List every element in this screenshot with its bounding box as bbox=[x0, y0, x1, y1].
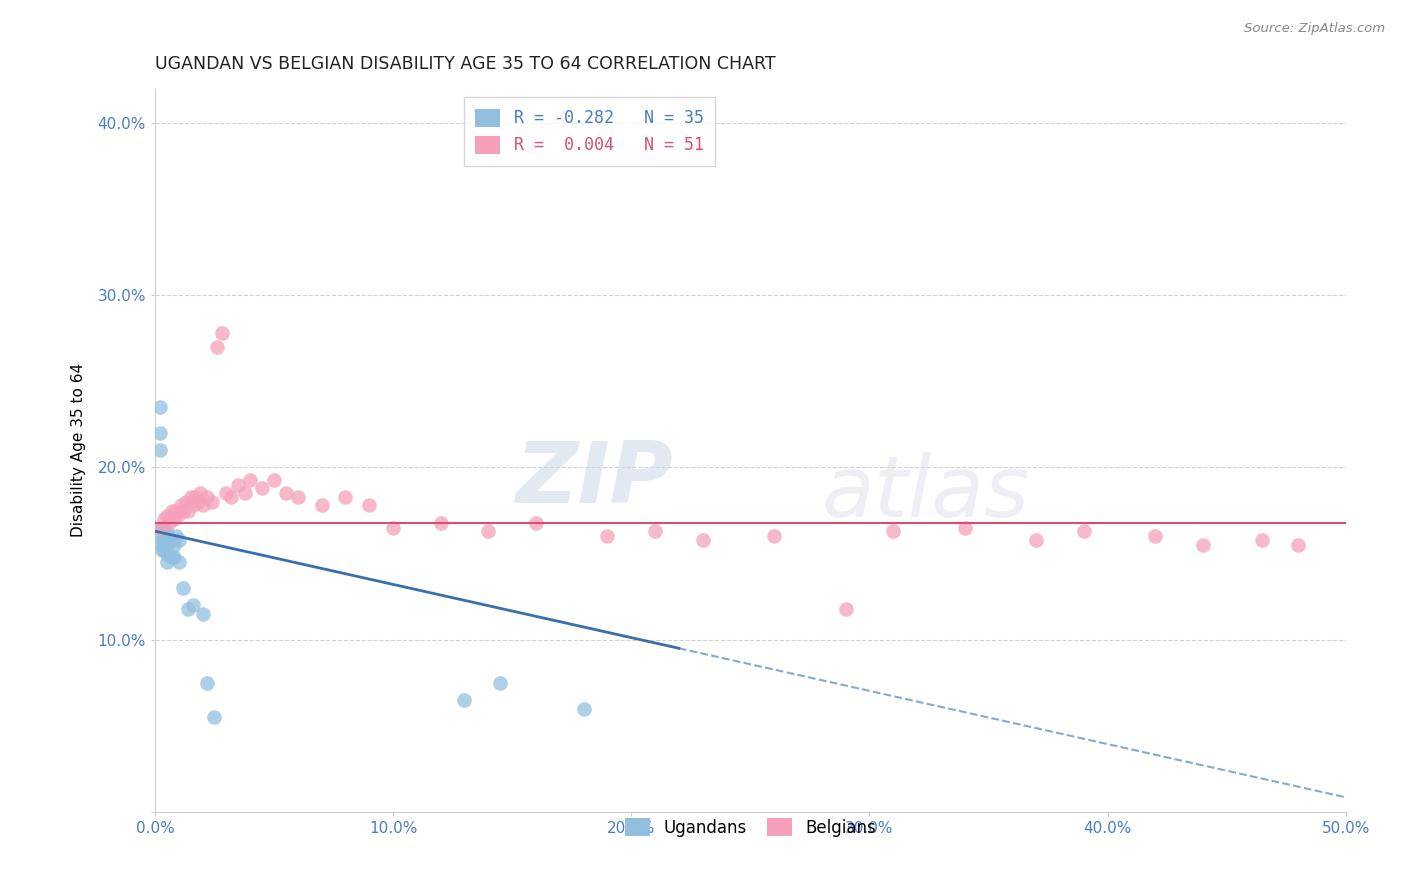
Point bbox=[763, 529, 786, 543]
Point bbox=[204, 710, 226, 724]
Point bbox=[477, 524, 499, 538]
Point bbox=[156, 547, 179, 561]
Point bbox=[163, 512, 186, 526]
Point bbox=[287, 490, 309, 504]
Legend: Ugandans, Belgians: Ugandans, Belgians bbox=[619, 812, 883, 843]
Point bbox=[157, 533, 180, 547]
Point bbox=[149, 425, 172, 440]
Point bbox=[167, 507, 190, 521]
Point bbox=[882, 524, 904, 538]
Point bbox=[153, 512, 176, 526]
Point bbox=[181, 599, 204, 613]
Point bbox=[250, 481, 273, 495]
Point bbox=[167, 555, 190, 569]
Point bbox=[453, 693, 475, 707]
Point bbox=[834, 601, 856, 615]
Point bbox=[149, 443, 172, 458]
Point bbox=[150, 533, 173, 547]
Point bbox=[359, 499, 381, 513]
Point bbox=[172, 503, 194, 517]
Point bbox=[157, 547, 180, 561]
Point bbox=[429, 516, 451, 530]
Point bbox=[163, 538, 186, 552]
Text: ZIP: ZIP bbox=[515, 438, 673, 521]
Point bbox=[150, 543, 173, 558]
Point bbox=[172, 581, 194, 595]
Point bbox=[153, 529, 176, 543]
Point bbox=[160, 533, 183, 547]
Point bbox=[184, 490, 207, 504]
Point bbox=[215, 486, 238, 500]
Point bbox=[156, 555, 179, 569]
Text: UGANDAN VS BELGIAN DISABILITY AGE 35 TO 64 CORRELATION CHART: UGANDAN VS BELGIAN DISABILITY AGE 35 TO … bbox=[155, 55, 776, 73]
Point bbox=[195, 490, 218, 504]
Point bbox=[274, 486, 297, 500]
Point bbox=[165, 529, 187, 543]
Point bbox=[195, 675, 218, 690]
Point bbox=[188, 486, 211, 500]
Point bbox=[156, 508, 179, 523]
Point bbox=[153, 521, 176, 535]
Point bbox=[180, 490, 202, 504]
Point bbox=[1025, 533, 1047, 547]
Point bbox=[149, 400, 172, 414]
Point bbox=[311, 499, 333, 513]
Point bbox=[201, 495, 224, 509]
Point bbox=[177, 601, 200, 615]
Point bbox=[1191, 538, 1213, 552]
Point bbox=[156, 525, 179, 540]
Point bbox=[153, 543, 176, 558]
Point bbox=[239, 473, 262, 487]
Point bbox=[953, 521, 976, 535]
Point bbox=[149, 521, 172, 535]
Point bbox=[335, 490, 357, 504]
Point bbox=[1073, 524, 1095, 538]
Point bbox=[263, 473, 285, 487]
Point bbox=[489, 675, 512, 690]
Y-axis label: Disability Age 35 to 64: Disability Age 35 to 64 bbox=[72, 363, 86, 537]
Point bbox=[235, 486, 257, 500]
Point bbox=[1251, 533, 1274, 547]
Point bbox=[170, 499, 193, 513]
Point bbox=[219, 490, 242, 504]
Point bbox=[174, 495, 197, 509]
Point bbox=[596, 529, 619, 543]
Point bbox=[153, 533, 176, 547]
Point bbox=[177, 503, 200, 517]
Point bbox=[524, 516, 547, 530]
Point bbox=[187, 495, 209, 509]
Point bbox=[150, 521, 173, 535]
Point bbox=[205, 340, 228, 354]
Point bbox=[1286, 538, 1309, 552]
Point bbox=[692, 533, 714, 547]
Point bbox=[156, 538, 179, 552]
Text: Source: ZipAtlas.com: Source: ZipAtlas.com bbox=[1244, 22, 1385, 36]
Point bbox=[382, 521, 405, 535]
Text: atlas: atlas bbox=[821, 452, 1029, 535]
Point bbox=[157, 516, 180, 530]
Point bbox=[191, 607, 214, 621]
Point bbox=[150, 529, 173, 543]
Point bbox=[156, 533, 179, 547]
Point bbox=[572, 701, 595, 715]
Point bbox=[226, 477, 249, 491]
Point bbox=[160, 549, 183, 564]
Point bbox=[1144, 529, 1167, 543]
Point bbox=[191, 499, 214, 513]
Point bbox=[181, 499, 204, 513]
Point bbox=[211, 326, 233, 340]
Point bbox=[644, 524, 666, 538]
Point bbox=[163, 549, 186, 564]
Point bbox=[150, 538, 173, 552]
Point bbox=[160, 503, 183, 517]
Point bbox=[165, 503, 187, 517]
Point bbox=[167, 533, 190, 547]
